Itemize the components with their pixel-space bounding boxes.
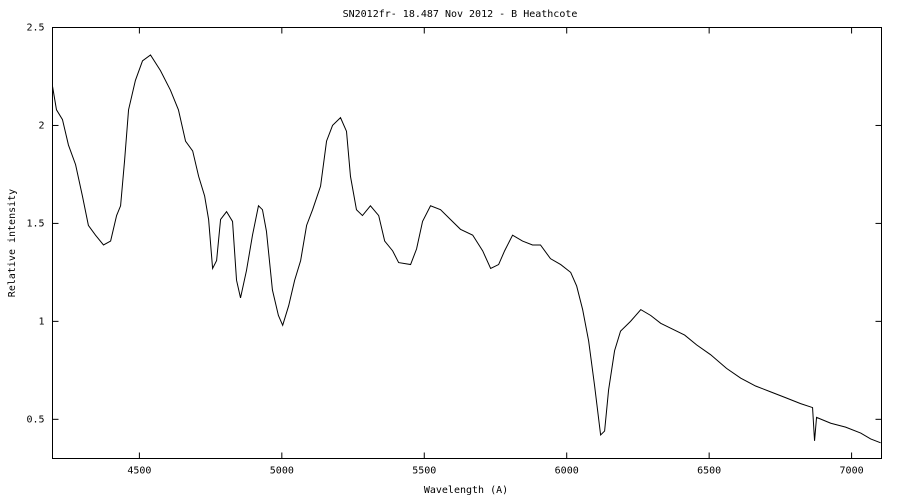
x-tick-label: 5000: [270, 466, 294, 477]
y-tick-label: 1.5: [26, 218, 44, 229]
x-tick-label: 6500: [697, 466, 721, 477]
chart-title: SN2012fr- 18.487 Nov 2012 - B Heathcote: [343, 9, 578, 20]
x-tick-label: 5500: [412, 466, 436, 477]
y-tick-label: 2.5: [26, 23, 44, 34]
spectrum-line: [52, 54, 881, 444]
x-axis-label: Wavelength (A): [424, 485, 508, 496]
plot-frame: [52, 27, 882, 459]
y-tick-label: 2: [38, 120, 44, 131]
y-axis-label: Relative intensity: [7, 189, 18, 297]
y-tick-label: 0.5: [26, 414, 44, 425]
x-tick-label: 4500: [127, 466, 151, 477]
x-tick-label: 6000: [555, 466, 579, 477]
y-tick-label: 1: [38, 316, 44, 327]
x-tick-label: 7000: [840, 466, 864, 477]
